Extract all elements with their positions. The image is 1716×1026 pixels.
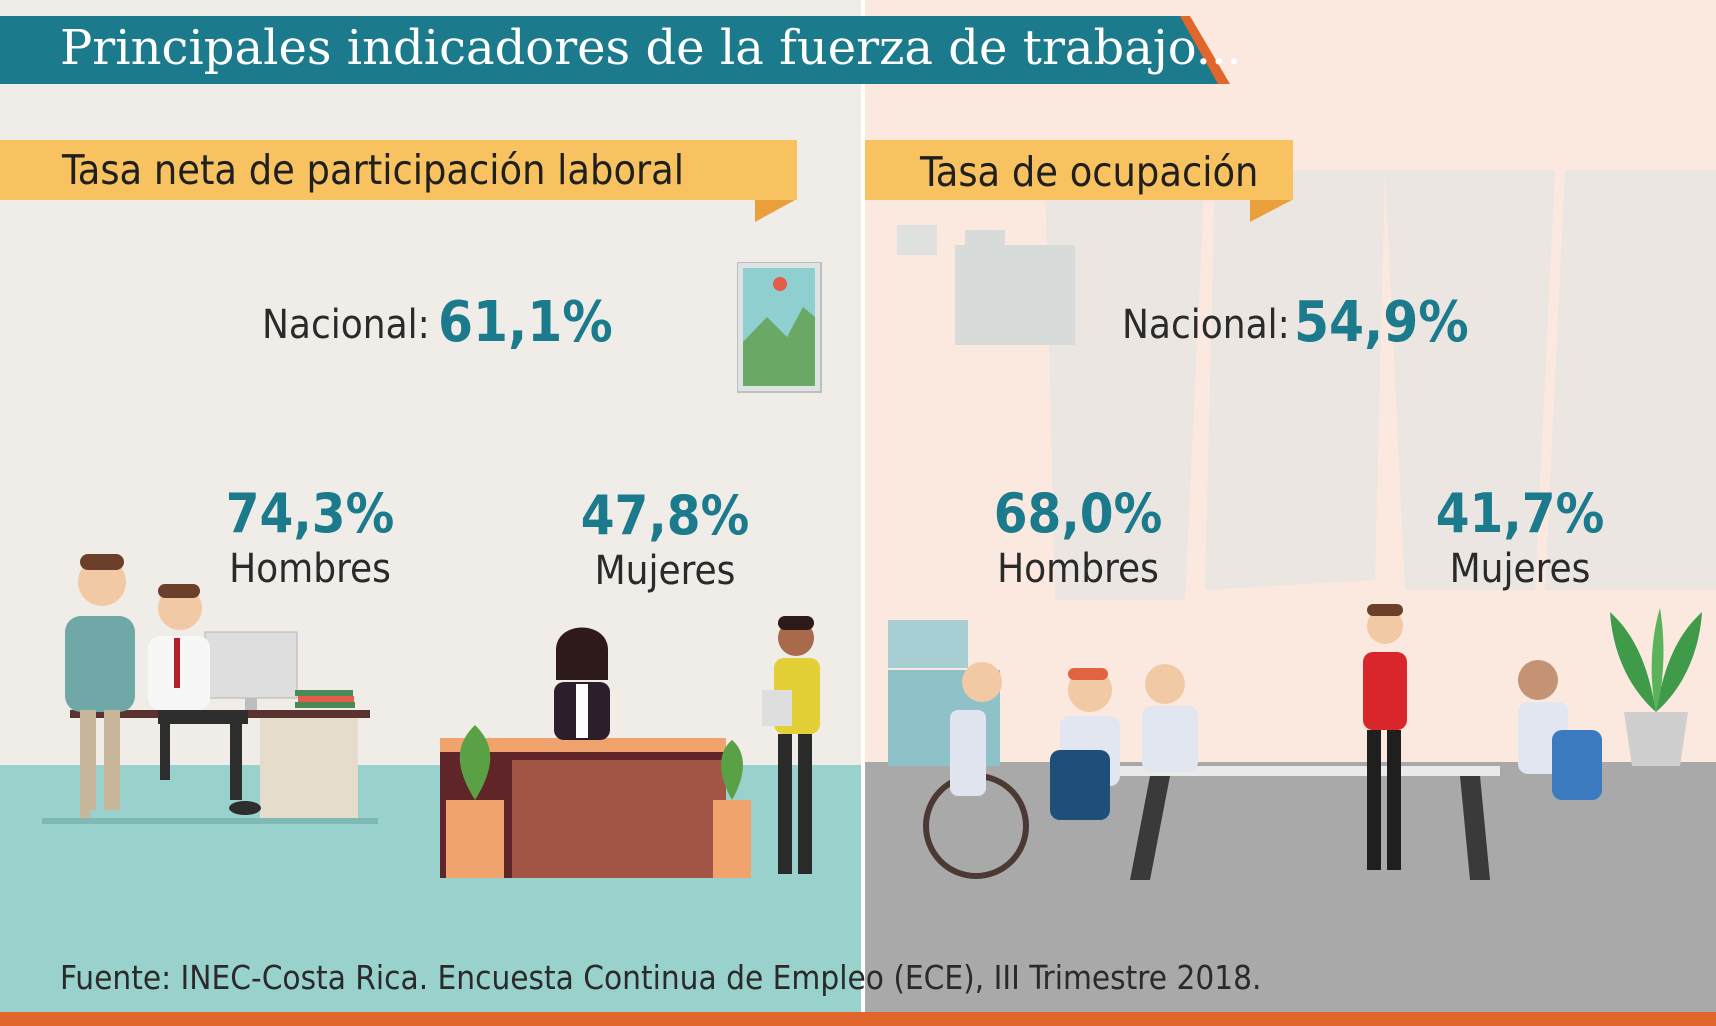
meeting-illustration xyxy=(888,604,1602,880)
right-national-value: 54,9% xyxy=(1294,290,1469,355)
right-floor xyxy=(865,762,1716,1026)
left-men-label: Hombres xyxy=(229,546,391,592)
office-window-panels xyxy=(897,170,1716,600)
left-national-value: 61,1% xyxy=(438,290,613,355)
source-note: Fuente: INEC-Costa Rica. Encuesta Contin… xyxy=(60,958,1262,997)
left-national-label: Nacional: xyxy=(262,302,430,348)
title-banner-shape xyxy=(0,16,1230,84)
right-women-label: Mujeres xyxy=(1449,546,1591,592)
picture-frame-icon xyxy=(737,262,822,393)
right-national-label: Nacional: xyxy=(1122,302,1290,348)
left-heading-ribbon xyxy=(0,140,797,222)
women-reception-illustration xyxy=(440,616,820,878)
men-at-desk-illustration xyxy=(42,554,378,824)
right-women-value: 41,7% xyxy=(1435,482,1605,545)
right-men-value: 68,0% xyxy=(993,482,1163,545)
left-women-label: Mujeres xyxy=(594,548,736,594)
page-title: Principales indicadores de la fuerza de … xyxy=(60,20,1242,76)
right-heading: Tasa de ocupación xyxy=(920,148,1259,196)
left-heading: Tasa neta de participación laboral xyxy=(62,146,685,194)
left-women-value: 47,8% xyxy=(580,484,750,547)
right-men-label: Hombres xyxy=(997,546,1159,592)
bottom-accent-bar xyxy=(0,1012,1716,1026)
panel-divider xyxy=(861,0,865,1012)
left-men-value: 74,3% xyxy=(225,482,395,545)
right-heading-ribbon xyxy=(865,140,1293,222)
plant-icon xyxy=(1610,608,1702,766)
